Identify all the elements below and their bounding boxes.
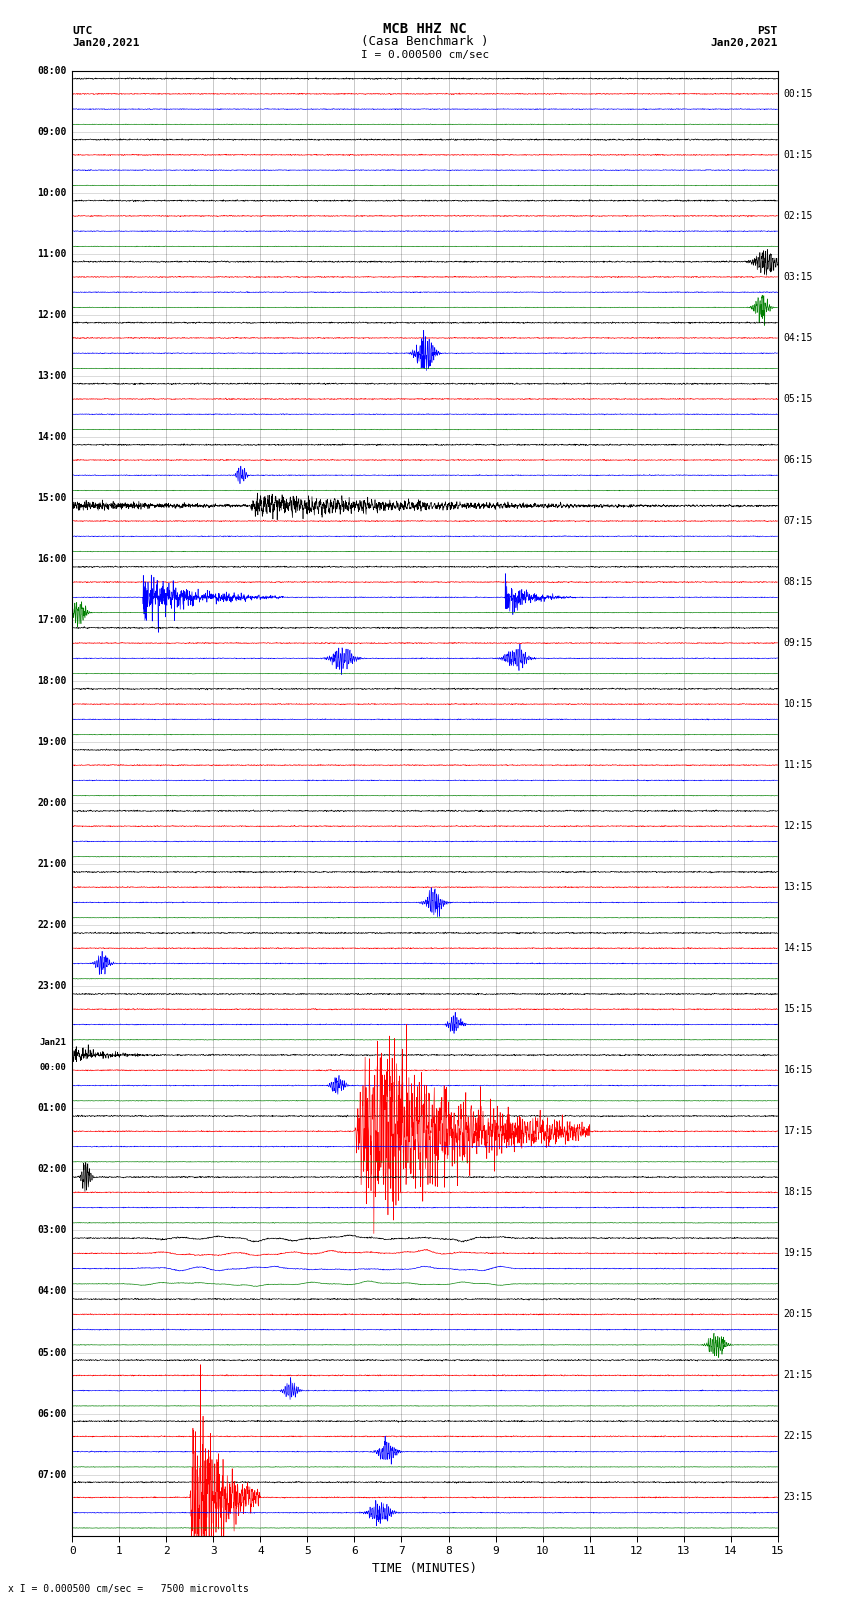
- Text: 13:00: 13:00: [37, 371, 66, 381]
- Text: (Casa Benchmark ): (Casa Benchmark ): [361, 35, 489, 48]
- Text: 02:00: 02:00: [37, 1165, 66, 1174]
- Text: 16:15: 16:15: [784, 1065, 813, 1076]
- Text: Jan21: Jan21: [40, 1039, 66, 1047]
- Text: 15:15: 15:15: [784, 1005, 813, 1015]
- Text: 07:00: 07:00: [37, 1469, 66, 1479]
- Text: 03:15: 03:15: [784, 273, 813, 282]
- Text: 05:15: 05:15: [784, 394, 813, 403]
- Text: 12:00: 12:00: [37, 310, 66, 319]
- Text: 02:15: 02:15: [784, 211, 813, 221]
- Text: 06:15: 06:15: [784, 455, 813, 465]
- Text: 08:15: 08:15: [784, 577, 813, 587]
- Text: 01:00: 01:00: [37, 1103, 66, 1113]
- X-axis label: TIME (MINUTES): TIME (MINUTES): [372, 1561, 478, 1574]
- Text: 22:00: 22:00: [37, 921, 66, 931]
- Text: 06:00: 06:00: [37, 1408, 66, 1418]
- Text: 18:15: 18:15: [784, 1187, 813, 1197]
- Text: 17:00: 17:00: [37, 615, 66, 626]
- Text: 00:15: 00:15: [784, 89, 813, 98]
- Text: 17:15: 17:15: [784, 1126, 813, 1136]
- Text: 15:00: 15:00: [37, 494, 66, 503]
- Text: 11:15: 11:15: [784, 760, 813, 769]
- Text: 14:15: 14:15: [784, 944, 813, 953]
- Text: 03:00: 03:00: [37, 1226, 66, 1236]
- Text: Jan20,2021: Jan20,2021: [72, 39, 139, 48]
- Text: 23:15: 23:15: [784, 1492, 813, 1502]
- Text: 21:00: 21:00: [37, 860, 66, 869]
- Text: 20:00: 20:00: [37, 798, 66, 808]
- Text: 19:15: 19:15: [784, 1248, 813, 1258]
- Text: x I = 0.000500 cm/sec =   7500 microvolts: x I = 0.000500 cm/sec = 7500 microvolts: [8, 1584, 249, 1594]
- Text: 07:15: 07:15: [784, 516, 813, 526]
- Text: 12:15: 12:15: [784, 821, 813, 831]
- Text: 10:15: 10:15: [784, 698, 813, 710]
- Text: 08:00: 08:00: [37, 66, 66, 76]
- Text: 04:00: 04:00: [37, 1287, 66, 1297]
- Text: 14:00: 14:00: [37, 432, 66, 442]
- Text: 18:00: 18:00: [37, 676, 66, 686]
- Text: 20:15: 20:15: [784, 1310, 813, 1319]
- Text: 21:15: 21:15: [784, 1371, 813, 1381]
- Text: 22:15: 22:15: [784, 1431, 813, 1442]
- Text: PST: PST: [757, 26, 778, 37]
- Text: 09:00: 09:00: [37, 127, 66, 137]
- Text: 04:15: 04:15: [784, 332, 813, 344]
- Text: Jan20,2021: Jan20,2021: [711, 39, 778, 48]
- Text: MCB HHZ NC: MCB HHZ NC: [383, 23, 467, 37]
- Text: UTC: UTC: [72, 26, 93, 37]
- Text: I = 0.000500 cm/sec: I = 0.000500 cm/sec: [361, 50, 489, 60]
- Text: 23:00: 23:00: [37, 981, 66, 992]
- Text: 01:15: 01:15: [784, 150, 813, 160]
- Text: 16:00: 16:00: [37, 555, 66, 565]
- Text: 11:00: 11:00: [37, 248, 66, 260]
- Text: 05:00: 05:00: [37, 1347, 66, 1358]
- Text: 13:15: 13:15: [784, 882, 813, 892]
- Text: 10:00: 10:00: [37, 189, 66, 198]
- Text: 00:00: 00:00: [40, 1063, 66, 1071]
- Text: 19:00: 19:00: [37, 737, 66, 747]
- Text: 09:15: 09:15: [784, 639, 813, 648]
